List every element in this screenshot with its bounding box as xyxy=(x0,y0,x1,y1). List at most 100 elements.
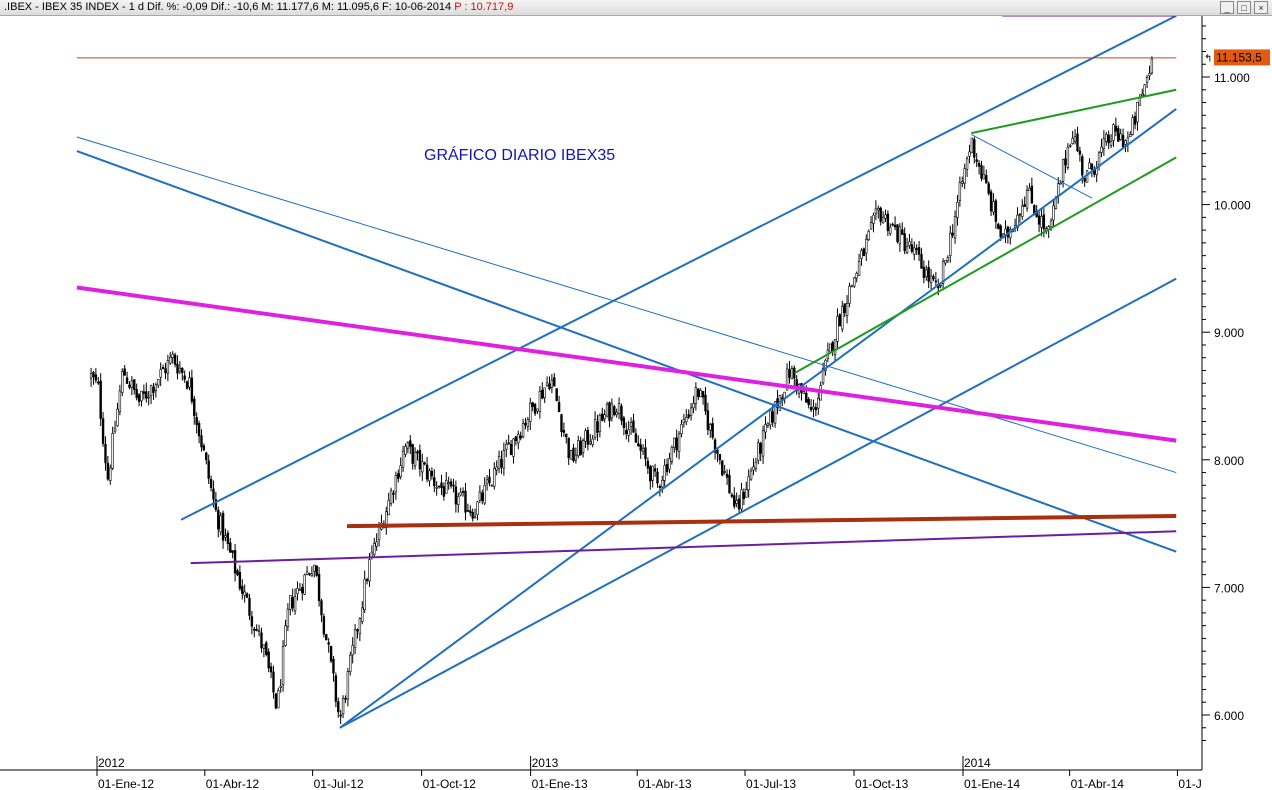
candle-body xyxy=(821,368,825,384)
candle-body xyxy=(1049,220,1053,228)
candle-body xyxy=(963,168,966,184)
candle-body xyxy=(987,183,990,194)
candle-body xyxy=(1052,205,1055,221)
candle-body xyxy=(337,701,340,713)
candle-body xyxy=(956,202,959,218)
candle-body xyxy=(807,399,810,405)
candle-body xyxy=(147,396,150,399)
candle-body xyxy=(279,685,282,688)
x-tick-label: 01-Oct-12 xyxy=(423,777,477,790)
candle-body xyxy=(1066,146,1070,168)
candle-body xyxy=(1028,188,1031,191)
close-button[interactable]: × xyxy=(1254,1,1268,14)
candle-body xyxy=(262,644,266,649)
candle-body xyxy=(353,629,357,649)
trendline-blue-2 xyxy=(339,277,1177,729)
candle-body xyxy=(737,498,741,510)
candle-body xyxy=(997,223,1000,229)
candle-body xyxy=(140,390,143,402)
candle-body xyxy=(344,697,347,700)
candle-body xyxy=(1083,177,1086,182)
candle-body xyxy=(445,480,448,494)
candle-body xyxy=(193,398,196,417)
candle-body xyxy=(853,277,856,287)
candle-body xyxy=(953,216,957,239)
candle-body xyxy=(1143,84,1146,96)
candle-body xyxy=(339,714,342,717)
candle-body xyxy=(646,460,650,469)
candle-body xyxy=(497,456,501,470)
candle-body xyxy=(1040,216,1043,228)
candle-body xyxy=(104,444,107,464)
candle-body xyxy=(421,461,424,473)
candle-body xyxy=(704,394,707,412)
candle-body xyxy=(149,385,153,397)
candle-body xyxy=(632,420,635,433)
candle-body xyxy=(989,191,993,212)
candle-body xyxy=(658,485,662,489)
candle-body xyxy=(747,476,750,491)
candle-body xyxy=(308,573,311,575)
candle-body xyxy=(682,418,686,424)
candle-body xyxy=(1145,76,1149,83)
candle-body xyxy=(977,162,981,167)
candle-body xyxy=(111,433,114,469)
x-axis: 01-Ene-12 01-Abr-12 01-Jul-12 01-Oct-12 01-E… xyxy=(0,756,1202,790)
candle-body xyxy=(579,440,582,456)
candle-body xyxy=(958,182,962,201)
window-title: .IBEX - IBEX 35 INDEX - 1 d Dif. %: -0,0… xyxy=(4,1,513,13)
candle-body xyxy=(889,226,892,234)
trendline-magenta-6 xyxy=(76,285,1177,443)
trendline-green-8 xyxy=(971,88,1177,135)
candle-body xyxy=(627,429,630,436)
candle-body xyxy=(346,671,350,700)
candle-body xyxy=(164,368,167,374)
candle-body xyxy=(303,574,306,595)
candle-body xyxy=(101,418,105,444)
candle-body xyxy=(301,586,304,594)
candle-body xyxy=(418,450,422,470)
candle-body xyxy=(759,442,762,454)
maximize-button[interactable]: □ xyxy=(1237,1,1251,14)
title-info: .IBEX - IBEX 35 INDEX - 1 d Dif. %: -0,0… xyxy=(4,1,452,13)
candle-body xyxy=(286,608,290,627)
candle-body xyxy=(533,403,537,414)
candle-body xyxy=(260,632,263,649)
year-label: 2014 xyxy=(964,756,991,770)
x-tick-label: 01-Abr-13 xyxy=(638,777,692,790)
candle-body xyxy=(385,511,388,529)
candle-body xyxy=(872,214,875,224)
candle-body xyxy=(970,137,974,154)
candle-body xyxy=(478,491,482,501)
candle-body xyxy=(118,390,122,412)
candle-body xyxy=(605,404,609,417)
candle-body xyxy=(677,433,681,453)
candle-body xyxy=(459,492,462,496)
candle-body xyxy=(133,379,136,390)
candle-body xyxy=(457,496,460,506)
candle-body xyxy=(433,477,436,487)
candle-body xyxy=(329,645,333,662)
candle-body xyxy=(1025,189,1029,209)
window-controls: _ □ × xyxy=(1220,1,1268,14)
candle-body xyxy=(596,421,599,433)
candle-body xyxy=(610,403,614,419)
candle-body xyxy=(327,642,330,645)
candle-body xyxy=(113,427,117,432)
candle-body xyxy=(389,490,393,504)
candle-body xyxy=(538,391,542,412)
candle-body xyxy=(1069,145,1072,147)
candle-body xyxy=(145,391,148,399)
candle-body xyxy=(99,380,102,419)
candle-body xyxy=(137,394,141,402)
minimize-button[interactable]: _ xyxy=(1220,1,1234,14)
candle-body xyxy=(1119,133,1122,140)
candle-body xyxy=(397,473,400,479)
candle-body xyxy=(1150,58,1154,74)
candle-body xyxy=(749,470,753,480)
candle-body xyxy=(586,429,590,445)
candle-body xyxy=(293,596,297,612)
candle-body xyxy=(509,444,513,456)
y-tick-label: 6.000 xyxy=(1214,709,1244,723)
